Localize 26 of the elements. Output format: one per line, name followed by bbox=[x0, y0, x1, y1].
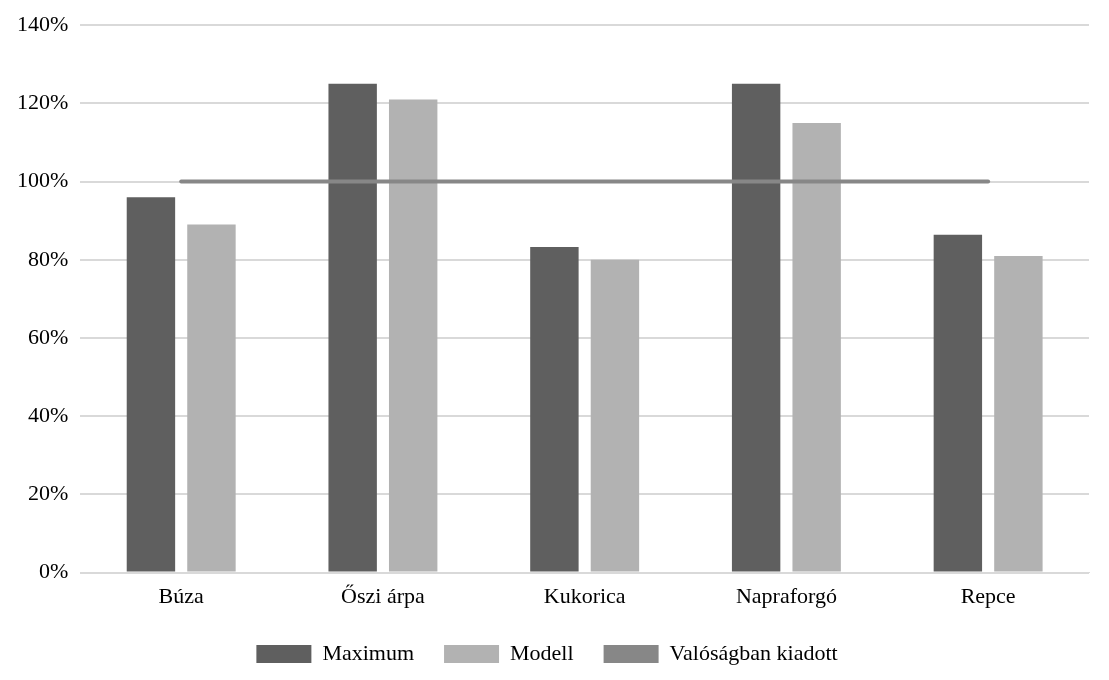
bar bbox=[994, 255, 1043, 572]
y-tick-label: 0% bbox=[39, 558, 69, 584]
legend-label: Maximum bbox=[322, 639, 415, 665]
bar bbox=[328, 83, 377, 572]
bar bbox=[187, 224, 236, 572]
legend-label: Modell bbox=[510, 639, 574, 665]
bar bbox=[530, 246, 579, 572]
bar bbox=[731, 83, 781, 572]
x-tick-label: Búza bbox=[158, 582, 205, 608]
y-tick-label: 80% bbox=[28, 245, 69, 271]
x-tick-label: Kukorica bbox=[543, 582, 626, 608]
y-tick-label: 40% bbox=[28, 401, 69, 427]
x-tick-label: Őszi árpa bbox=[341, 582, 425, 608]
y-tick-label: 100% bbox=[17, 167, 69, 193]
legend-label: Valóságban kiadott bbox=[669, 639, 838, 665]
y-tick-label: 20% bbox=[28, 480, 69, 506]
bar bbox=[126, 197, 176, 572]
y-tick-label: 120% bbox=[17, 89, 69, 115]
y-tick-label: 140% bbox=[17, 10, 69, 36]
bar bbox=[933, 234, 983, 572]
bar bbox=[590, 259, 640, 572]
x-tick-label: Napraforgó bbox=[735, 582, 837, 608]
x-tick-label: Repce bbox=[960, 582, 1016, 608]
bar bbox=[388, 99, 438, 572]
bar bbox=[792, 122, 841, 572]
y-tick-label: 60% bbox=[28, 323, 69, 349]
